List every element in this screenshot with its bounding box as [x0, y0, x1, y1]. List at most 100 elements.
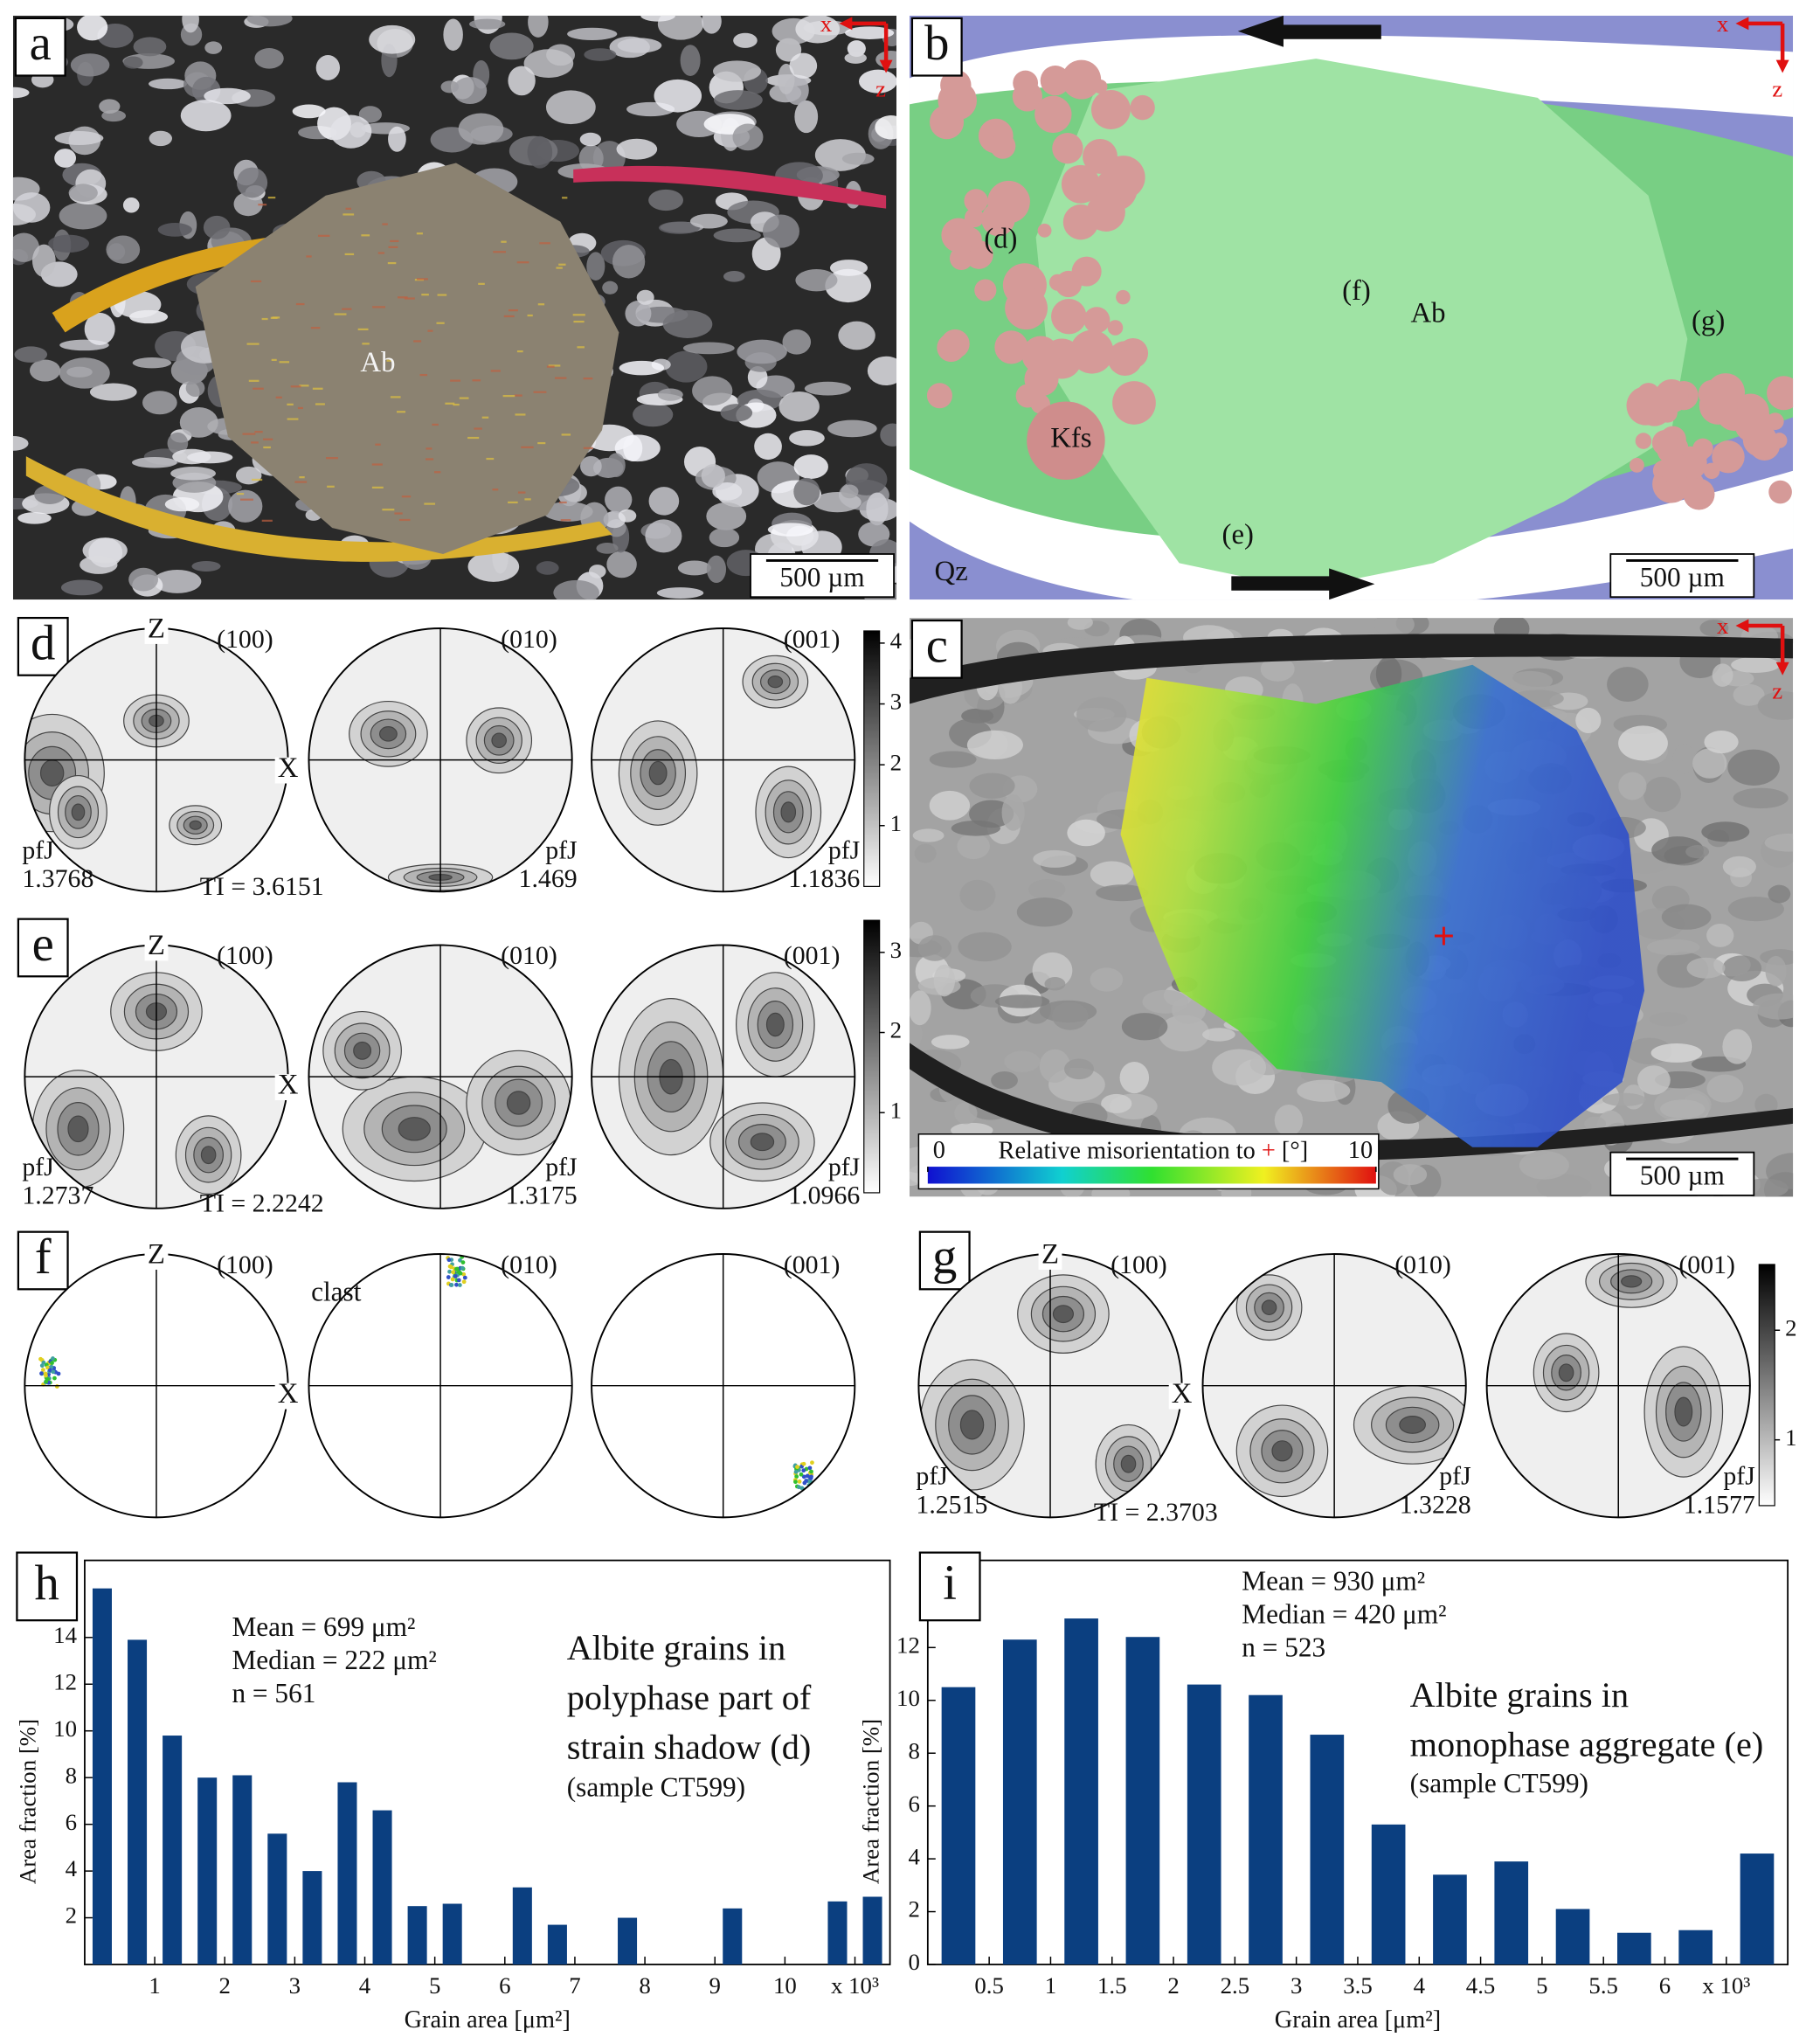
panel-label: h — [35, 1556, 59, 1611]
inclusion — [404, 297, 415, 300]
grain — [553, 579, 599, 600]
grain — [31, 244, 56, 278]
colorbar-tick-label: 1 — [890, 1097, 902, 1123]
grain — [59, 357, 110, 389]
inclusion — [436, 322, 445, 324]
kfs-grain — [1093, 80, 1108, 94]
inclusion — [562, 197, 568, 199]
y-tick-label: 10 — [896, 1685, 920, 1711]
x-label-bg — [1168, 1382, 1195, 1410]
colorbar-title-part: [°] — [1282, 1137, 1308, 1164]
grain — [665, 350, 708, 383]
statistic: Mean = 930 μm² — [1242, 1566, 1425, 1597]
contour — [959, 1410, 985, 1440]
grain — [1039, 1049, 1071, 1084]
inclusion — [386, 359, 392, 362]
pfj-label: pfJ — [1723, 1461, 1754, 1490]
grain — [633, 402, 674, 427]
inclusion — [426, 458, 434, 461]
grain — [203, 215, 231, 239]
x-label: X — [278, 1378, 299, 1410]
orientation-point — [807, 1465, 813, 1471]
colorbar-tick-label: 4 — [890, 627, 902, 654]
grain — [841, 484, 859, 499]
orientation-point — [809, 1469, 813, 1474]
grain — [912, 828, 945, 842]
arrow-head — [1775, 59, 1789, 73]
map-label: (g) — [1692, 305, 1725, 336]
grain — [714, 90, 763, 110]
inclusion — [345, 207, 352, 210]
grain — [931, 1035, 970, 1050]
grain — [762, 214, 799, 248]
grain — [657, 388, 683, 401]
grain — [933, 964, 956, 997]
map-label: Kfs — [1050, 423, 1091, 454]
grain — [292, 104, 326, 119]
grain — [508, 66, 536, 96]
orientation-point — [51, 1369, 56, 1375]
grain — [954, 1102, 978, 1125]
grain — [185, 379, 205, 397]
grain — [1757, 690, 1794, 720]
grain — [132, 457, 177, 468]
grain — [606, 453, 626, 478]
kfs-grain — [996, 184, 1030, 218]
z-label: Z — [148, 930, 165, 961]
colorbar — [863, 919, 881, 1194]
axis-name: x — [1717, 10, 1729, 37]
grain — [528, 15, 549, 38]
grain — [60, 579, 103, 596]
kfs-grain — [964, 189, 988, 213]
contours — [1235, 1274, 1466, 1498]
colorbar — [863, 630, 881, 887]
inclusion — [326, 457, 338, 460]
kfs-grain — [1052, 133, 1083, 164]
kfs-grain — [1659, 453, 1691, 484]
orientation-point — [461, 1271, 467, 1277]
panel-label-box — [17, 616, 69, 676]
plane-label: (100) — [217, 941, 273, 970]
contour — [780, 801, 797, 823]
grain — [1067, 618, 1093, 630]
bar — [302, 1871, 322, 1965]
inclusion — [501, 240, 507, 243]
grain — [191, 561, 221, 572]
orientation-point — [457, 1270, 462, 1275]
texture-index: TI = 3.6151 — [200, 872, 324, 901]
map-label: (e) — [1222, 519, 1254, 551]
overlays: a Ab 500 µm x z b (d) (f) Ab (g) Kfs (e) Qz 500 µm x z c… — [14, 10, 1796, 2034]
map-label: Qz — [935, 556, 968, 587]
inclusion — [242, 433, 256, 435]
axis-name: x — [1717, 613, 1729, 639]
grain — [1672, 744, 1695, 774]
orientation-point — [449, 1283, 454, 1287]
kfs-grain — [1691, 441, 1711, 461]
grain — [991, 1071, 1018, 1090]
grain — [1636, 1065, 1671, 1095]
note: clast — [311, 1276, 362, 1306]
kfs-grain — [1118, 387, 1147, 416]
bar — [1249, 1694, 1283, 1965]
plane-label: (010) — [1394, 1251, 1451, 1279]
grain — [795, 269, 838, 292]
colorbar — [927, 1167, 1376, 1184]
grain — [709, 528, 740, 548]
contour — [189, 820, 202, 830]
pfj-label: pfJ — [22, 1153, 53, 1181]
grain — [1584, 1116, 1607, 1132]
kfs-grain — [1113, 350, 1138, 375]
panel-label: d — [31, 616, 55, 670]
grain — [958, 932, 1012, 962]
inclusion — [299, 385, 309, 387]
contour — [506, 1091, 531, 1115]
grain — [329, 114, 372, 149]
contours — [919, 1274, 1162, 1504]
orientation-point — [44, 1379, 49, 1384]
orientation-point — [41, 1360, 46, 1365]
grain — [1646, 939, 1700, 956]
inclusion — [427, 329, 433, 332]
contour — [1261, 1299, 1277, 1315]
grain — [469, 18, 506, 30]
grain — [712, 482, 743, 501]
